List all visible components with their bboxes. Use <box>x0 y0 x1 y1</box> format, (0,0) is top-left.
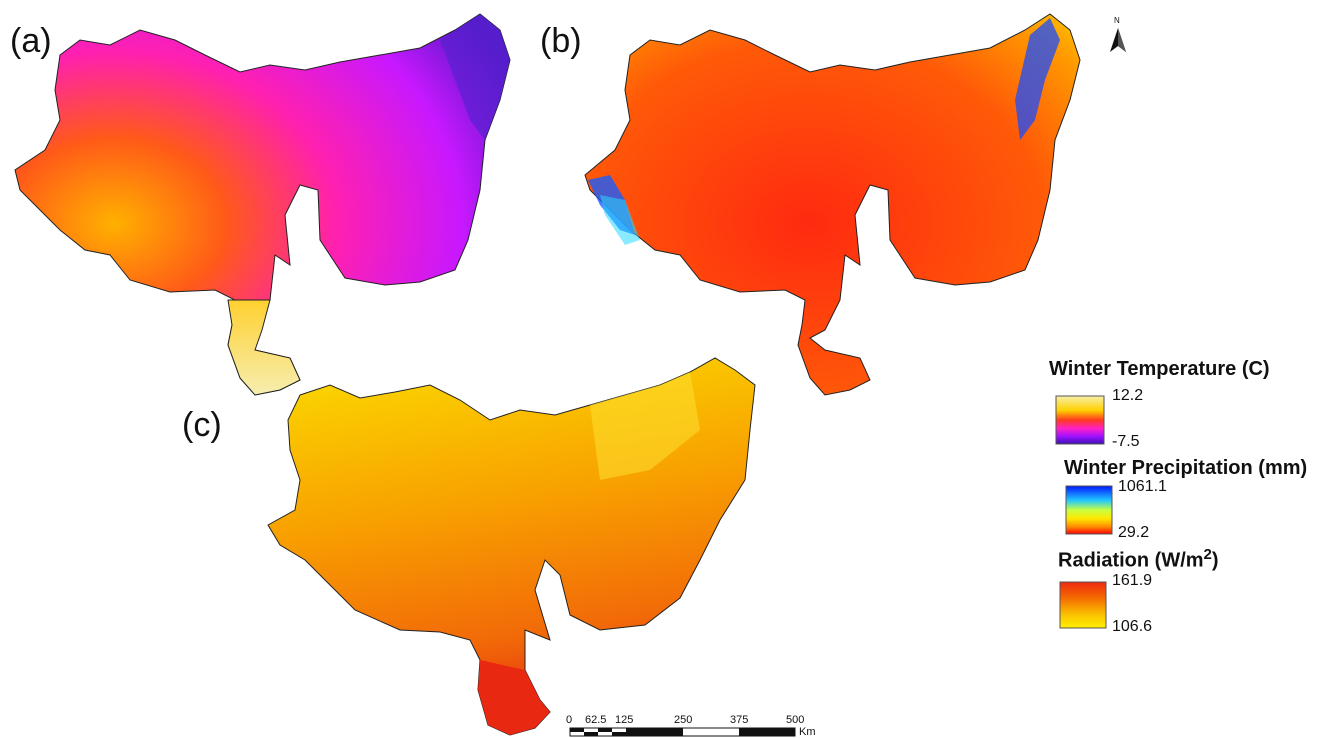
temperature-legend-max: 12.2 <box>1112 387 1144 404</box>
scale-tick-1: 62.5 <box>585 714 607 726</box>
scale-tick-3: 250 <box>674 714 693 726</box>
scale-tick-2: 125 <box>615 714 634 726</box>
radiation-legend-title-main: Radiation (W/m <box>1058 549 1204 572</box>
scale-tick-0: 0 <box>566 714 573 726</box>
scale-tick-4: 375 <box>730 714 749 726</box>
precipitation-legend-min: 29.2 <box>1118 524 1150 541</box>
temperature-legend-bar <box>1055 395 1105 445</box>
precipitation-map <box>584 13 1081 396</box>
precipitation-legend-bar <box>1065 485 1113 535</box>
scale-bar-graphic <box>569 727 796 737</box>
temperature-legend-title: Winter Temperature (C) <box>1049 358 1270 380</box>
temperature-map <box>14 13 511 396</box>
radiation-legend-title-end: ) <box>1211 549 1219 572</box>
radiation-legend-max: 161.9 <box>1112 572 1153 589</box>
scale-unit: Km <box>799 726 816 738</box>
radiation-legend-title: Radiation (W/m2) <box>1058 546 1219 573</box>
radiation-map <box>267 357 756 736</box>
precipitation-legend-max: 1061.1 <box>1118 478 1167 495</box>
radiation-legend-title-superscript: 2 <box>1203 546 1212 563</box>
precipitation-legend-title: Winter Precipitation (mm) <box>1064 457 1308 479</box>
radiation-legend-bar <box>1059 581 1107 629</box>
panel-b-label: (b) <box>540 22 582 60</box>
north-arrow-icon <box>1110 28 1126 52</box>
scale-tick-5: 500 <box>786 714 805 726</box>
panel-c-label: (c) <box>182 406 222 444</box>
north-arrow-label: N <box>1114 16 1120 25</box>
panel-a-label: (a) <box>10 22 52 60</box>
radiation-legend-min: 106.6 <box>1112 618 1153 635</box>
temperature-legend-min: -7.5 <box>1112 433 1140 450</box>
